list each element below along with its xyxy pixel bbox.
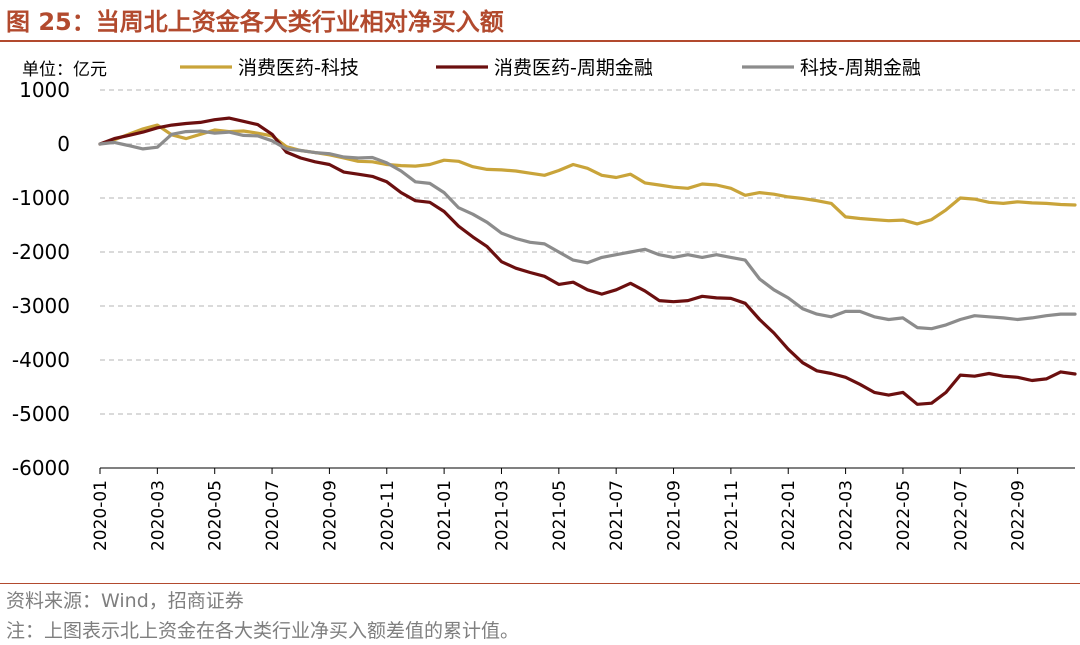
footnote: 注：上图表示北上资金在各大类行业净买入额差值的累计值。	[6, 620, 520, 642]
x-tick-label: 2021-03	[492, 480, 512, 551]
title-rule	[0, 40, 1080, 42]
y-tick-label: -1000	[12, 186, 70, 210]
x-tick-label: 2020-05	[206, 480, 226, 551]
legend-label-2: 消费医药-周期金融	[494, 57, 653, 79]
x-tick-label: 2020-03	[148, 480, 168, 551]
x-tick-label: 2022-07	[951, 480, 971, 551]
y-tick-label: 0	[57, 132, 70, 156]
x-tick-label: 2020-07	[263, 480, 283, 551]
footer-rule	[0, 583, 1080, 584]
grid	[100, 89, 1075, 469]
x-tick-label: 2022-09	[1009, 480, 1029, 551]
y-tick-label: -3000	[12, 294, 70, 318]
line-chart: 单位：亿元 消费医药-科技 消费医药-周期金融 科技-周期金融 1000 0 -1000…	[12, 57, 1077, 551]
legend: 消费医药-科技 消费医药-周期金融 科技-周期金融	[180, 57, 921, 79]
series-line-1	[98, 123, 1077, 226]
x-tick-label: 2021-09	[665, 480, 685, 551]
legend-label-3: 科技-周期金融	[800, 57, 921, 79]
y-tick-label: -2000	[12, 240, 70, 264]
x-tick-label: 2020-09	[320, 480, 340, 551]
x-axis: 2020-01 2020-03 2020-05 2020-07 2020-09 2020-…	[91, 467, 1075, 551]
x-tick-label: 2021-05	[550, 480, 570, 551]
figure-title: 图 25：当周北上资金各大类行业相对净买入额	[6, 8, 504, 36]
legend-label-1: 消费医药-科技	[238, 57, 359, 79]
x-tick-label: 2020-11	[378, 480, 398, 551]
series-line-2	[98, 116, 1077, 406]
x-tick-label: 2021-01	[435, 480, 455, 551]
y-tick-label: -5000	[12, 402, 70, 426]
x-tick-label: 2022-01	[779, 480, 799, 551]
y-tick-label: -4000	[12, 348, 70, 372]
x-tick-label: 2022-05	[894, 480, 914, 551]
source-note: 资料来源：Wind，招商证券	[6, 590, 244, 612]
y-tick-label: -6000	[12, 456, 70, 480]
y-tick-label: 1000	[19, 78, 70, 102]
series-group	[98, 116, 1077, 406]
unit-label: 单位：亿元	[22, 60, 107, 80]
series-line-3	[98, 129, 1077, 331]
x-tick-label: 2022-03	[837, 480, 857, 551]
x-tick-label: 2021-11	[722, 480, 742, 551]
x-tick-label: 2021-07	[607, 480, 627, 551]
x-tick-label: 2020-01	[91, 480, 111, 551]
y-axis: 1000 0 -1000 -2000 -3000 -4000 -5000 -6000	[12, 78, 70, 480]
